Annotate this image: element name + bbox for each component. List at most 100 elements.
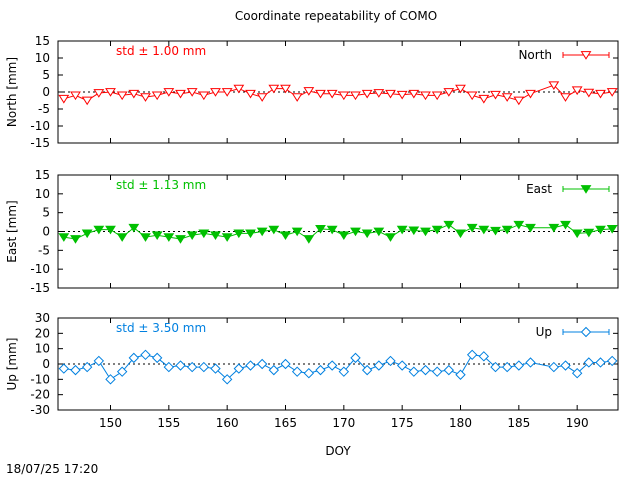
east-data-point: [70, 235, 81, 244]
east-ytick-label: 10: [35, 187, 50, 201]
north-panel: 15 10 5 0 -5 -10 -15 North [mm] std ± 1.00 mm Nor…: [5, 34, 619, 150]
north-ytick-label: -5: [38, 102, 50, 116]
up-data-point: [280, 358, 291, 370]
east-std-annotation: std ± 1.13 mm: [116, 178, 206, 192]
up-data-point: [58, 363, 70, 374]
north-ytick-label: -15: [30, 136, 50, 150]
north-data-point: [268, 84, 280, 94]
east-data-point: [443, 220, 455, 230]
east-ytick-label: -10: [30, 262, 50, 276]
north-data-point: [245, 89, 256, 99]
up-data-point: [210, 363, 221, 374]
up-data-point: [151, 352, 163, 364]
east-data-point: [315, 224, 326, 234]
up-ytick-label: 0: [42, 357, 50, 371]
east-data-point: [606, 224, 618, 234]
up-ytick-label: -10: [30, 372, 50, 386]
north-data-point: [525, 89, 536, 99]
north-data-point: [303, 87, 315, 96]
north-ylabel: North [mm]: [5, 57, 19, 127]
north-data-point: [490, 90, 501, 100]
east-data-point: [478, 225, 490, 235]
north-ytick-label: 15: [35, 34, 50, 48]
east-data-point: [361, 229, 373, 239]
xtick-label: 170: [332, 416, 355, 430]
up-data-point: [326, 360, 338, 371]
xtick-label: 185: [507, 416, 530, 430]
north-data-point: [128, 89, 140, 99]
east-data-point: [175, 235, 186, 244]
north-ytick-label: 5: [42, 68, 50, 82]
up-data-point: [466, 349, 478, 361]
north-data-point: [338, 91, 350, 101]
east-data-point: [58, 233, 70, 242]
east-panel: 15 10 5 0 -5 -10 -15 East [mm] std ± 1.13 mm East: [5, 168, 619, 295]
east-data-point: [256, 227, 268, 237]
east-data-point: [455, 229, 466, 239]
up-data-point: [443, 364, 455, 376]
north-data-point: [210, 88, 221, 97]
east-data-point: [163, 233, 175, 242]
east-ytick-label: -5: [38, 243, 50, 257]
north-data-point: [583, 88, 595, 98]
up-data-point: [175, 360, 186, 371]
east-data-point: [583, 228, 595, 238]
north-data-point: [233, 84, 245, 94]
up-data-point: [525, 357, 536, 368]
chart-title: Coordinate repeatability of COMO: [235, 9, 437, 23]
up-data-point: [478, 351, 490, 362]
east-data-point: [116, 233, 128, 242]
up-data-point: [431, 366, 443, 377]
up-data-point: [548, 361, 560, 373]
up-data-point: [186, 361, 198, 373]
up-data-point: [93, 355, 105, 367]
north-data-point: [93, 89, 105, 98]
up-data-point: [256, 358, 268, 370]
north-data-point: [455, 84, 466, 94]
east-data-point: [595, 225, 606, 235]
up-data-point: [233, 363, 245, 374]
east-data-point: [140, 233, 151, 242]
up-data-point: [70, 364, 81, 376]
north-data-point: [385, 89, 396, 99]
east-ytick-label: 15: [35, 168, 50, 182]
north-data-point: [431, 91, 443, 101]
east-data-point: [466, 223, 478, 233]
xlabel: DOY: [325, 444, 351, 458]
north-data-point: [163, 88, 175, 97]
north-data-point: [81, 96, 93, 106]
up-ylabel: Up [mm]: [5, 338, 19, 391]
north-data-point: [116, 91, 128, 101]
north-ytick-label: 0: [42, 85, 50, 99]
up-data-point: [303, 367, 315, 379]
east-data-point: [560, 220, 571, 230]
east-data-point: [210, 231, 221, 241]
east-data-point: [280, 231, 291, 241]
up-data-point: [81, 361, 93, 373]
up-data-point: [140, 349, 151, 361]
east-data-point: [291, 227, 303, 237]
up-legend-marker: [580, 326, 592, 338]
north-data-point: [70, 91, 81, 101]
up-data-point: [338, 366, 350, 377]
up-data-point: [105, 374, 116, 385]
north-data-point: [396, 90, 408, 100]
up-ytick-label: -20: [30, 388, 50, 402]
east-ytick-label: 0: [42, 225, 50, 239]
east-data-point: [186, 231, 198, 241]
xtick-label: 175: [391, 416, 414, 430]
up-ytick-label: 30: [35, 311, 50, 325]
north-data-point: [326, 89, 338, 99]
up-data-point: [128, 352, 140, 364]
north-data-point: [606, 88, 618, 97]
east-data-point: [233, 229, 245, 239]
up-data-point: [490, 361, 501, 373]
east-data-point: [326, 225, 338, 235]
up-data-point: [350, 352, 361, 364]
east-data-point: [396, 225, 408, 235]
east-data-point: [303, 235, 315, 244]
north-data-point: [105, 88, 116, 97]
up-data-point: [385, 355, 396, 367]
